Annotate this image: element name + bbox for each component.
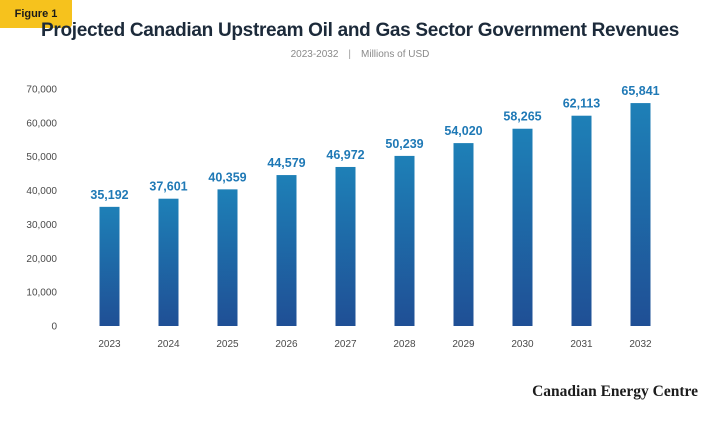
value-label: 62,113 bbox=[563, 97, 601, 111]
y-tick-label: 50,000 bbox=[26, 152, 57, 163]
bar-2027 bbox=[335, 166, 356, 326]
x-tick-label: 2029 bbox=[452, 339, 475, 350]
bar-2024 bbox=[158, 198, 179, 326]
bar-2026 bbox=[276, 175, 297, 326]
value-label: 65,841 bbox=[621, 84, 659, 98]
y-tick-label: 10,000 bbox=[26, 288, 57, 299]
value-label: 50,239 bbox=[385, 137, 423, 151]
x-tick-label: 2023 bbox=[98, 339, 121, 350]
x-tick-label: 2026 bbox=[275, 339, 298, 350]
value-label: 37,601 bbox=[149, 180, 187, 194]
y-tick-label: 0 bbox=[51, 322, 57, 333]
bars bbox=[99, 103, 651, 327]
y-tick-label: 20,000 bbox=[26, 254, 57, 265]
subtitle-period: 2023-2032 bbox=[290, 49, 339, 60]
y-tick-label: 70,000 bbox=[26, 85, 57, 96]
bar-2025 bbox=[217, 189, 238, 326]
bar-2028 bbox=[394, 155, 415, 326]
value-label: 44,579 bbox=[267, 156, 305, 170]
x-tick-label: 2024 bbox=[157, 339, 180, 350]
chart-subtitle: 2023-2032 | Millions of USD bbox=[0, 49, 720, 60]
x-axis: 2023 2024 2025 2026 2027 2028 2029 2030 2031 2032 bbox=[98, 339, 652, 350]
figure-badge: Figure 1 bbox=[0, 0, 72, 28]
value-label: 40,359 bbox=[208, 170, 246, 184]
value-label: 35,192 bbox=[90, 188, 128, 202]
x-tick-label: 2028 bbox=[393, 339, 416, 350]
y-axis: 0 10,000 20,000 30,000 40,000 50,000 60,000 70,… bbox=[26, 85, 57, 333]
x-tick-label: 2031 bbox=[570, 339, 593, 350]
y-tick-label: 30,000 bbox=[26, 220, 57, 231]
subtitle-units: Millions of USD bbox=[361, 49, 430, 60]
bar-2023 bbox=[99, 206, 120, 326]
subtitle-separator: | bbox=[348, 49, 352, 60]
value-label: 58,265 bbox=[503, 110, 541, 124]
x-tick-label: 2032 bbox=[629, 339, 652, 350]
bar-2031 bbox=[571, 115, 592, 326]
bar-2030 bbox=[512, 128, 533, 326]
value-labels: 35,192 37,601 40,359 44,579 46,972 50,239 54,0… bbox=[90, 84, 659, 202]
x-tick-label: 2027 bbox=[334, 339, 357, 350]
value-label: 54,020 bbox=[444, 124, 482, 138]
brand-logo-text: Canadian Energy Centre bbox=[532, 383, 698, 400]
y-tick-label: 40,000 bbox=[26, 186, 57, 197]
bar-2032 bbox=[630, 103, 651, 327]
chart-title: Projected Canadian Upstream Oil and Gas … bbox=[40, 20, 680, 41]
x-tick-label: 2030 bbox=[511, 339, 534, 350]
x-tick-label: 2025 bbox=[216, 339, 239, 350]
bar-2029 bbox=[453, 143, 474, 326]
y-tick-label: 60,000 bbox=[26, 118, 57, 129]
value-label: 46,972 bbox=[326, 148, 364, 162]
